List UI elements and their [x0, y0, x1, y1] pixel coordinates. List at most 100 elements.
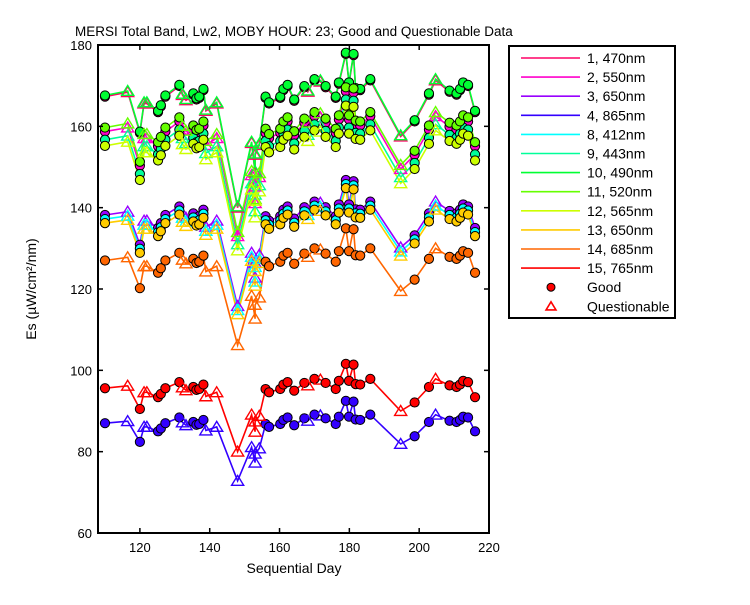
good-point	[289, 94, 300, 105]
questionable-point	[247, 270, 263, 283]
questionable-point	[230, 225, 245, 238]
good-point	[134, 247, 145, 258]
questionable-point	[120, 128, 135, 141]
questionable-point	[209, 259, 224, 272]
questionable-point	[428, 241, 443, 254]
x-tick-label: 140	[199, 540, 221, 555]
good-point	[198, 250, 209, 261]
good-point	[174, 112, 185, 123]
questionable-point	[313, 73, 328, 86]
questionable-point	[178, 219, 194, 232]
series-line-4	[104, 398, 476, 484]
good-point	[423, 381, 435, 393]
questionable-point	[230, 474, 245, 487]
good-point	[263, 261, 275, 272]
questionable-point	[230, 237, 245, 250]
good-point	[155, 131, 166, 143]
good-point	[320, 377, 331, 389]
good-point	[333, 110, 344, 121]
good-point	[134, 156, 145, 167]
good-point	[282, 247, 293, 258]
questionable-point	[247, 278, 263, 291]
questionable-point	[247, 192, 263, 205]
legend-label: 15, 765nm	[587, 260, 653, 276]
good-point	[134, 436, 145, 448]
good-point	[99, 140, 111, 151]
legend-label: 14, 685nm	[587, 241, 653, 257]
questionable-point	[209, 385, 224, 398]
good-point	[462, 130, 474, 141]
questionable-point	[198, 264, 214, 277]
x-tick-label: 160	[269, 540, 291, 555]
questionable-point	[247, 455, 263, 468]
questionable-point	[244, 289, 259, 302]
questionable-point	[120, 208, 135, 221]
good-point	[134, 403, 145, 415]
good-point	[423, 120, 435, 131]
questionable-point	[209, 127, 224, 140]
good-point	[198, 116, 209, 127]
good-point	[330, 256, 341, 267]
questionable-point	[178, 256, 194, 269]
questionable-point	[244, 407, 259, 420]
questionable-point	[393, 284, 408, 297]
legend-box	[508, 45, 676, 319]
good-point	[469, 155, 481, 166]
good-point	[365, 409, 376, 420]
good-point	[469, 231, 481, 242]
questionable-point	[313, 124, 328, 137]
y-axis-label: Es (µW/cm²/nm)	[23, 238, 39, 339]
good-point	[348, 101, 359, 112]
questionable-point	[251, 166, 267, 179]
good-point	[355, 414, 366, 426]
good-point	[198, 134, 209, 145]
good-point	[409, 397, 420, 408]
questionable-point	[428, 72, 443, 85]
questionable-point	[139, 221, 155, 234]
questionable-point	[251, 247, 267, 260]
good-point	[423, 88, 435, 99]
questionable-point	[120, 204, 135, 217]
questionable-point	[120, 116, 135, 129]
questionable-point	[313, 204, 328, 217]
questionable-point	[313, 106, 328, 119]
good-point	[99, 255, 111, 266]
questionable-point	[230, 307, 245, 320]
good-point	[282, 209, 293, 220]
legend-label: 2, 550nm	[587, 69, 645, 85]
good-point	[134, 174, 145, 186]
good-point	[198, 414, 209, 426]
legend-label: 1, 470nm	[587, 50, 645, 66]
questionable-point	[198, 389, 214, 402]
y-tick-label: 140	[70, 201, 92, 216]
good-point	[155, 226, 166, 237]
good-point	[355, 212, 366, 223]
good-point	[320, 80, 331, 92]
questionable-point	[247, 146, 263, 159]
good-point	[289, 385, 300, 396]
good-point	[365, 204, 376, 215]
questionable-point	[178, 92, 194, 105]
good-point	[343, 110, 355, 121]
series-line-12	[104, 360, 476, 455]
good-point	[423, 216, 435, 227]
questionable-point	[251, 441, 267, 454]
good-point	[155, 263, 166, 274]
good-point	[289, 221, 300, 232]
good-point	[333, 207, 344, 218]
good-point	[469, 392, 481, 403]
good-point	[198, 379, 209, 390]
good-point	[348, 359, 359, 370]
questionable-point	[247, 414, 263, 427]
good-point	[289, 144, 300, 155]
questionable-point	[428, 105, 443, 118]
questionable-point	[209, 217, 224, 230]
good-point	[333, 128, 344, 139]
questionable-point	[198, 152, 214, 165]
good-point	[282, 112, 293, 123]
good-point	[330, 219, 341, 230]
questionable-point	[244, 176, 259, 189]
good-point	[263, 223, 275, 234]
good-point	[343, 128, 355, 139]
good-point	[462, 377, 474, 388]
